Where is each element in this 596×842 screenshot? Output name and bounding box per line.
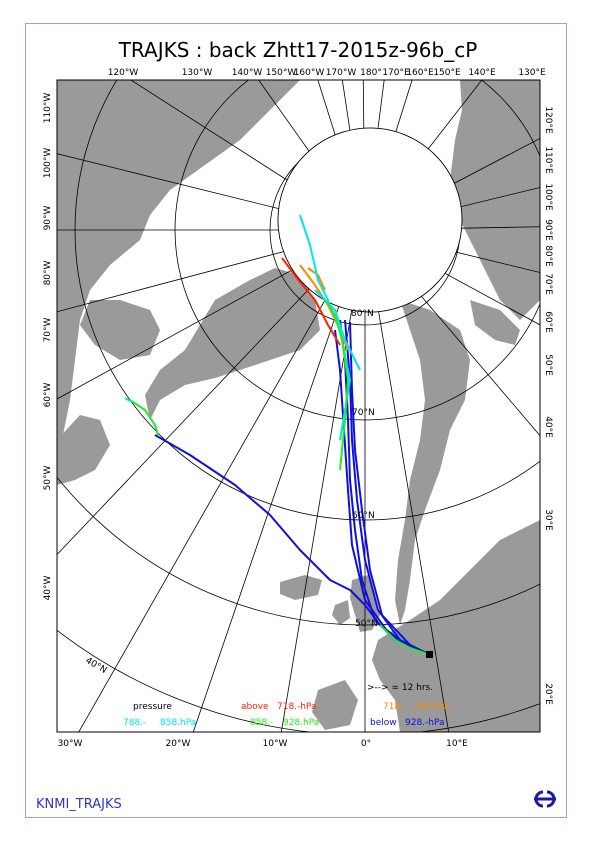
left-lon-labels: 110°W 100°W 90°W 80°W 70°W 60°W 50°W 40°…	[43, 93, 53, 601]
iberia-land	[312, 680, 358, 730]
left-lon-label: 70°W	[43, 317, 53, 342]
bottom-lon-labels: 30°W 20°W 10°W 0° 10°E	[58, 739, 469, 749]
right-lon-label: 20°E	[543, 683, 553, 705]
baffin-land	[80, 300, 160, 360]
legend: pressure >--> = 12 hrs. above 718.-hPa 7…	[123, 683, 449, 728]
right-lon-label: 110°E	[543, 146, 553, 174]
north-america-land	[57, 80, 300, 470]
top-lon-labels: 120°W 130°W 140°W 150°W 160°W 170°W 180°…	[108, 68, 546, 78]
top-lon-label: 160°W	[294, 68, 325, 78]
left-lon-label: 40°W	[43, 575, 53, 600]
asia-land	[450, 80, 540, 320]
ecmwf-logo	[534, 790, 556, 808]
top-lon-label: 120°W	[108, 68, 139, 78]
footer-label: KNMI_TRAJKS	[36, 797, 122, 812]
trajectory-cyan-2	[314, 289, 361, 371]
lat-label: 60°N	[352, 511, 375, 521]
legend-band-value: 928.-hPa	[405, 718, 445, 728]
trajectory-orange-2	[307, 267, 326, 291]
top-lon-label: 170°W	[326, 68, 357, 78]
scandinavia-land	[395, 300, 470, 625]
top-lon-label: 130°E	[518, 68, 546, 78]
legend-band-label: 858.-	[250, 718, 273, 728]
trajectory-green-start	[129, 399, 159, 436]
top-lon-label: 170°E	[382, 68, 410, 78]
trajectory-cyan	[299, 214, 351, 441]
meridian-line	[364, 229, 540, 437]
bottom-lon-label: 10°W	[263, 739, 288, 749]
arctic-islands-land	[470, 300, 520, 345]
meridian-line	[364, 229, 540, 326]
top-lon-label: 150°E	[433, 68, 461, 78]
right-lon-labels: 120°E 110°E 100°E 90°E 80°E 70°E 60°E 50…	[543, 106, 553, 705]
origin-marker	[426, 651, 433, 658]
legend-band-value: 858.hPa	[160, 718, 196, 728]
lat-label: 80°N	[351, 309, 374, 319]
meridian-line	[364, 229, 450, 732]
left-lon-label: 80°W	[43, 260, 53, 285]
trajectory-red	[281, 257, 341, 346]
legend-band-label: 718.-	[383, 702, 406, 712]
legend-band-value: 928.hPa	[283, 718, 319, 728]
right-lon-label: 100°E	[543, 183, 553, 211]
map-title: TRAJKS : back Zhtt17-2015z-96b_cP	[118, 38, 478, 62]
lat-label: 70°N	[352, 408, 375, 418]
greenland-land	[145, 268, 320, 420]
meridian-line	[57, 229, 366, 313]
legend-marker-note: >--> = 12 hrs.	[367, 683, 433, 693]
polar-cap-overlay	[277, 127, 463, 313]
trajectory-green-end	[379, 624, 431, 656]
meridian-line	[57, 229, 366, 556]
iceland-land	[280, 575, 322, 600]
bottom-lon-label: 20°W	[166, 739, 191, 749]
left-lon-label: 60°W	[43, 382, 53, 407]
map-border	[56, 79, 541, 733]
right-lon-label: 80°E	[543, 245, 553, 267]
top-lon-label: 130°W	[182, 68, 213, 78]
meridian-line	[57, 229, 366, 400]
left-lon-label: 90°W	[43, 205, 53, 230]
top-lon-label: 180°	[360, 68, 382, 78]
legend-band-value: 718.-hPa	[277, 702, 317, 712]
left-lon-label: 100°W	[43, 148, 53, 179]
top-lon-label: 140°W	[232, 68, 263, 78]
right-lon-label: 120°E	[543, 106, 553, 134]
legend-band-value: 788.hPa	[413, 702, 449, 712]
lat-label: 50°N	[355, 619, 378, 629]
trajectories	[124, 214, 431, 656]
legend-band-label: 788.-	[123, 718, 146, 728]
trajectory-blue-bundle	[334, 329, 431, 656]
right-lon-label: 70°E	[543, 273, 553, 295]
right-lon-label: 30°E	[543, 509, 553, 531]
meridian-line	[192, 229, 366, 732]
meridian-line	[130, 80, 366, 231]
left-lon-label: 50°W	[43, 465, 53, 490]
right-lon-label: 40°E	[543, 416, 553, 438]
trajectory-blue-bundle	[344, 319, 431, 656]
meridian-line	[57, 153, 366, 231]
ireland-land	[332, 600, 350, 625]
trajectory-green	[324, 299, 349, 471]
right-lon-label: 60°E	[543, 311, 553, 333]
bottom-lon-label: 30°W	[58, 739, 83, 749]
legend-band-label: above	[241, 702, 269, 712]
legend-pressure-label: pressure	[133, 702, 172, 712]
bottom-lon-label: 0°	[361, 739, 371, 749]
meridian-line	[78, 229, 366, 732]
right-lon-label: 50°E	[543, 354, 553, 376]
top-lon-label: 150°W	[266, 68, 297, 78]
europe-land	[372, 520, 540, 732]
trajectory-cyan-start	[124, 397, 133, 403]
top-lon-label: 140°E	[468, 68, 496, 78]
left-lon-label: 110°W	[43, 93, 53, 124]
legend-band-label: below	[370, 718, 397, 728]
right-lon-label: 90°E	[543, 219, 553, 241]
top-lon-label: 160°E	[406, 68, 434, 78]
bottom-lon-label: 10°E	[446, 739, 468, 749]
trajectory-blue-bundle	[349, 321, 431, 656]
figure-frame	[25, 23, 567, 818]
labrador-land	[57, 415, 110, 485]
